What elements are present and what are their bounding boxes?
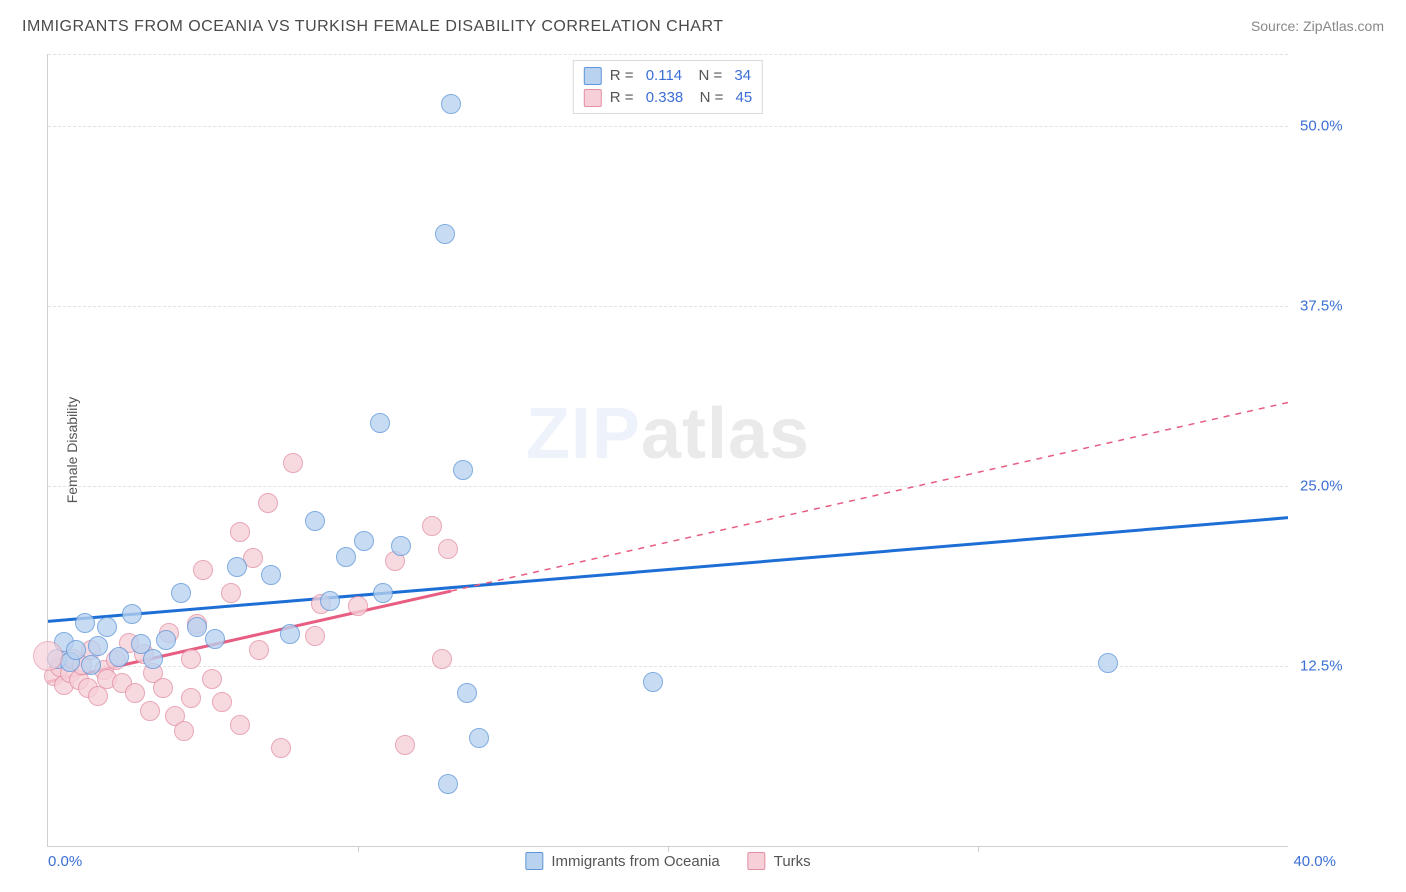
gridline <box>48 126 1288 127</box>
legend-item: Immigrants from Oceania <box>525 852 719 870</box>
data-point <box>305 626 325 646</box>
data-point <box>249 640 269 660</box>
data-point <box>391 536 411 556</box>
plot-area: Female Disability ZIPatlas 12.5%25.0%37.… <box>47 54 1288 847</box>
data-point <box>227 557 247 577</box>
data-point <box>438 539 458 559</box>
chart-title: IMMIGRANTS FROM OCEANIA VS TURKISH FEMAL… <box>22 18 723 36</box>
data-point <box>258 493 278 513</box>
data-point <box>122 604 142 624</box>
data-point <box>348 596 368 616</box>
data-point <box>271 738 291 758</box>
data-point <box>125 683 145 703</box>
data-point <box>457 683 477 703</box>
data-point <box>336 547 356 567</box>
data-point <box>441 94 461 114</box>
legend-series: Immigrants from Oceania Turks <box>525 852 810 870</box>
y-axis-title: Female Disability <box>64 397 80 504</box>
data-point <box>171 583 191 603</box>
data-point <box>153 678 173 698</box>
data-point <box>88 686 108 706</box>
data-point <box>140 701 160 721</box>
x-min-label: 0.0% <box>48 853 82 870</box>
data-point <box>432 649 452 669</box>
data-point <box>230 715 250 735</box>
data-point <box>438 774 458 794</box>
data-point <box>187 617 207 637</box>
source-attribution: Source: ZipAtlas.com <box>1251 18 1384 34</box>
gridline <box>48 54 1288 55</box>
data-point <box>88 636 108 656</box>
data-point <box>261 565 281 585</box>
data-point <box>143 649 163 669</box>
data-point <box>320 591 340 611</box>
data-point <box>181 649 201 669</box>
data-point <box>230 522 250 542</box>
data-point <box>174 721 194 741</box>
legend-stats: R = 0.114 N = 34R = 0.338 N = 45 <box>573 60 763 114</box>
data-point <box>435 224 455 244</box>
data-point <box>181 688 201 708</box>
data-point <box>193 560 213 580</box>
data-point <box>212 692 232 712</box>
data-point <box>643 672 663 692</box>
data-point <box>305 511 325 531</box>
data-point <box>283 453 303 473</box>
data-point <box>354 531 374 551</box>
data-point <box>1098 653 1118 673</box>
y-tick-label: 25.0% <box>1300 478 1343 495</box>
x-max-label: 40.0% <box>1293 853 1336 870</box>
data-point <box>395 735 415 755</box>
data-point <box>205 629 225 649</box>
data-point <box>469 728 489 748</box>
legend-item: Turks <box>748 852 811 870</box>
data-point <box>109 647 129 667</box>
data-point <box>81 655 101 675</box>
gridline <box>48 486 1288 487</box>
y-tick-label: 50.0% <box>1300 118 1343 135</box>
data-point <box>221 583 241 603</box>
data-point <box>422 516 442 536</box>
y-tick-label: 12.5% <box>1300 658 1343 675</box>
legend-stat-row: R = 0.114 N = 34 <box>584 65 752 87</box>
x-tick <box>978 846 979 852</box>
gridline <box>48 306 1288 307</box>
data-point <box>97 617 117 637</box>
data-point <box>453 460 473 480</box>
y-tick-label: 37.5% <box>1300 298 1343 315</box>
data-point <box>373 583 393 603</box>
data-point <box>156 630 176 650</box>
legend-stat-row: R = 0.338 N = 45 <box>584 87 752 109</box>
data-point <box>370 413 390 433</box>
data-point <box>280 624 300 644</box>
data-point <box>202 669 222 689</box>
watermark: ZIPatlas <box>526 393 810 475</box>
data-point-cluster <box>33 641 63 671</box>
data-point <box>75 613 95 633</box>
x-tick <box>358 846 359 852</box>
